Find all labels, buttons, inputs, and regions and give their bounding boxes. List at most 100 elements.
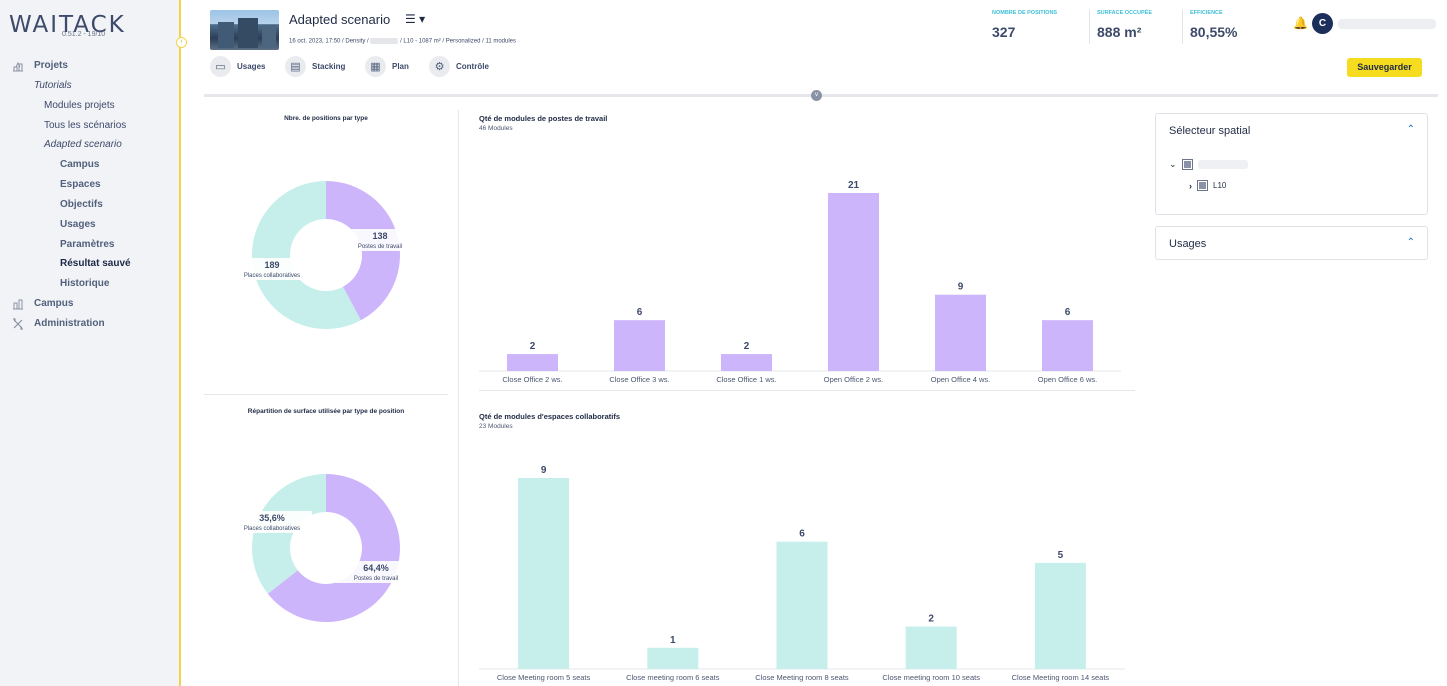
toolbar-stacking-button[interactable]: ▤ Stacking xyxy=(285,55,345,77)
bar-category-label: Close Office 2 ws. xyxy=(502,375,562,384)
sidebar-item-campus[interactable]: Campus xyxy=(34,298,74,309)
bar[interactable] xyxy=(776,541,828,669)
tree-item-label: L10 xyxy=(1213,181,1227,190)
chevron-right-icon[interactable]: › xyxy=(1189,180,1192,191)
bar-value-label: 6 xyxy=(799,529,805,540)
sidebar: WAITACK 0.51.2 - 19/10 Projets Tutorials… xyxy=(0,0,181,686)
redacted-username[interactable] xyxy=(1338,19,1436,29)
bar-category-label: Close Office 1 ws. xyxy=(716,375,776,384)
chevron-up-icon[interactable]: ⌃ xyxy=(1406,124,1415,135)
sidebar-item-parametres[interactable]: Paramètres xyxy=(60,239,115,250)
label-bg xyxy=(232,511,312,533)
donut-positions-title: Nbre. de positions par type xyxy=(284,115,368,122)
sidebar-item-objectifs[interactable]: Objectifs xyxy=(60,199,103,210)
app-logo[interactable]: WAITACK xyxy=(9,12,126,38)
bar-collab-subtitle: 23 Modules xyxy=(479,423,513,430)
bar-category-label: Close Meeting room 14 seats xyxy=(1012,673,1110,682)
toolbar-plan-button[interactable]: ▦ Plan xyxy=(365,55,409,77)
bar[interactable] xyxy=(828,193,879,371)
sidebar-item-historique[interactable]: Historique xyxy=(60,278,110,289)
sidebar-item-adapted-scenario[interactable]: Adapted scenario xyxy=(44,139,122,150)
bar-value-label: 2 xyxy=(744,341,750,352)
bar[interactable] xyxy=(935,294,986,371)
donut-value-label: 35,6% xyxy=(259,513,285,523)
kpi-positions: NOMBRE DE POSITIONS 327 xyxy=(992,10,1057,40)
sidebar-collapse-button[interactable]: ‹ xyxy=(176,37,187,48)
bar[interactable] xyxy=(721,354,772,371)
sidebar-item-administration[interactable]: Administration xyxy=(34,318,105,329)
spatial-selector-panel: Sélecteur spatial ⌃ ⌄ › L10 xyxy=(1155,113,1428,215)
toolbar-stacking-label: Stacking xyxy=(312,61,346,71)
label-bg xyxy=(232,258,312,280)
bar[interactable] xyxy=(614,320,665,371)
donut-category-label: Postes de travail xyxy=(358,244,402,250)
bell-icon[interactable]: 🔔 xyxy=(1293,16,1308,30)
bar[interactable] xyxy=(1034,562,1086,669)
bar-value-label: 5 xyxy=(1058,550,1064,561)
bar-value-label: 9 xyxy=(958,282,964,293)
bar-workstations-chart: 2 Close Office 2 ws. 6 Close Office 3 ws. 2 C… xyxy=(479,180,1121,384)
panel-divider xyxy=(458,110,459,686)
tree-checkbox[interactable] xyxy=(1197,180,1208,191)
donut-slice[interactable] xyxy=(252,181,361,329)
bar[interactable] xyxy=(518,478,570,669)
sidebar-item-tutorials[interactable]: Tutorials xyxy=(34,80,72,91)
sidebar-item-projets[interactable]: Projets xyxy=(34,60,68,71)
sidebar-item-resultat-sauve[interactable]: Résultat sauvé xyxy=(60,258,131,269)
tree-item-l10[interactable]: › L10 xyxy=(1189,180,1226,191)
bar[interactable] xyxy=(1042,320,1093,371)
kpi-efficience-label: EFFICIENCE xyxy=(1190,10,1223,16)
app-version: 0.51.2 - 19/10 xyxy=(62,31,106,38)
toolbar-plan-label: Plan xyxy=(392,61,409,71)
bar-value-label: 2 xyxy=(928,614,934,625)
projects-icon xyxy=(13,61,23,72)
bar[interactable] xyxy=(905,626,957,669)
sidebar-item-usages[interactable]: Usages xyxy=(60,219,96,230)
label-bg xyxy=(336,561,416,583)
bar-value-label: 21 xyxy=(848,180,860,191)
sidebar-item-modules-projets[interactable]: Modules projets xyxy=(44,100,115,111)
panel-divider xyxy=(204,394,448,395)
tools-icon xyxy=(13,318,23,330)
avatar[interactable]: C xyxy=(1312,13,1333,34)
sidebar-item-espaces[interactable]: Espaces xyxy=(60,179,101,190)
scenario-meta-left: 16 oct. 2023, 17:50 / Density / xyxy=(289,38,369,45)
donut-slice[interactable] xyxy=(252,474,326,594)
kpi-surface-value: 888 m² xyxy=(1097,24,1142,40)
donut-positions-chart: 138 Postes de travail 189 Places collaborat… xyxy=(232,181,420,329)
scenario-meta: 16 oct. 2023, 17:50 / Density / / L10 - … xyxy=(289,38,516,45)
save-button[interactable]: Sauvegarder xyxy=(1347,58,1422,77)
chevron-up-icon[interactable]: ⌃ xyxy=(1406,237,1415,248)
bar-category-label: Close Office 3 ws. xyxy=(609,375,669,384)
label-bg xyxy=(340,229,420,251)
spatial-selector-title: Sélecteur spatial xyxy=(1169,125,1251,137)
kpi-separator xyxy=(1089,10,1090,44)
bar-value-label: 6 xyxy=(637,307,643,318)
chevron-down-icon[interactable]: ⌄ xyxy=(1169,159,1177,169)
tree-checkbox[interactable] xyxy=(1181,159,1193,170)
tree-item-site[interactable]: ⌄ xyxy=(1169,159,1248,170)
bar-value-label: 2 xyxy=(530,341,536,352)
scenario-menu-button[interactable]: ☰ ▾ xyxy=(405,12,426,26)
toolbar-controle-button[interactable]: ⚙ Contrôle xyxy=(429,55,489,77)
scenario-title: Adapted scenario xyxy=(289,12,391,27)
kpi-surface-label: SURFACE OCCUPÉE xyxy=(1097,10,1153,16)
toolbar-usages-button[interactable]: ▭ Usages xyxy=(210,55,265,77)
donut-value-label: 138 xyxy=(372,231,387,241)
bar-value-label: 6 xyxy=(1065,307,1071,318)
chevron-down-icon[interactable]: ˅ xyxy=(811,90,822,101)
bar[interactable] xyxy=(507,354,558,371)
bar-category-label: Close meeting room 10 seats xyxy=(882,673,980,682)
bar-category-label: Close meeting room 6 seats xyxy=(626,673,720,682)
bar-value-label: 1 xyxy=(670,635,676,646)
bar-collab-chart: 9 Close Meeting room 5 seats 1 Close meetin… xyxy=(479,465,1125,682)
donut-slice[interactable] xyxy=(267,474,400,622)
bar[interactable] xyxy=(647,647,699,669)
donut-category-label: Places collaboratives xyxy=(244,526,300,532)
sidebar-item-campus-sub[interactable]: Campus xyxy=(60,159,100,170)
usages-panel-title: Usages xyxy=(1169,238,1207,250)
donut-category-label: Places collaboratives xyxy=(244,273,300,279)
stacking-icon: ▤ xyxy=(285,55,306,77)
sidebar-item-tous-les-scenarios[interactable]: Tous les scénarios xyxy=(44,120,127,131)
sofa-icon: ▭ xyxy=(210,55,231,77)
